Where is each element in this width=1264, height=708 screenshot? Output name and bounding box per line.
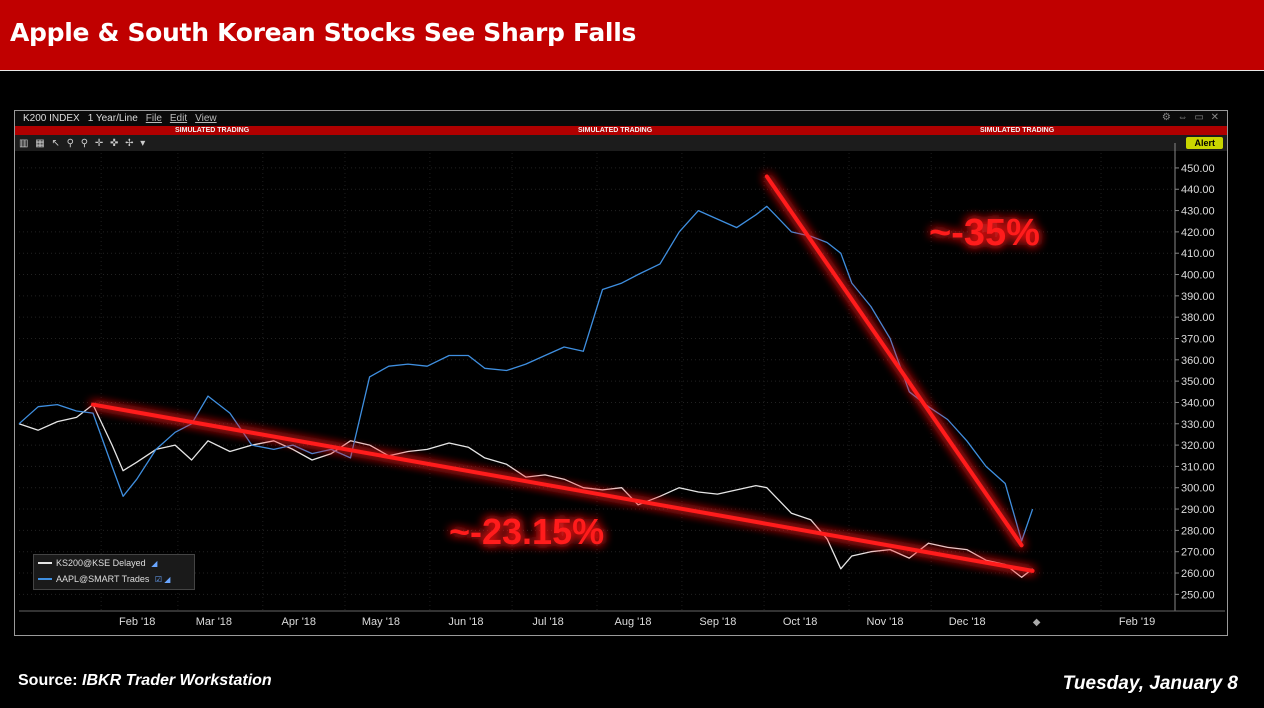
x-tick-label: Sep '18 [699,616,736,628]
y-tick-label: 310.00 [1181,461,1215,473]
legend-label-ks200: KS200@KSE Delayed [56,558,146,568]
chart-tools-icon[interactable]: ▥ ▦ ↖ ⚲ ⚲ ✛ ✜ ✢ ▾ [19,137,148,149]
x-tick-label: Dec '18 [949,616,986,628]
menu-edit[interactable]: Edit [169,113,188,124]
x-tick-label: Nov '18 [867,616,904,628]
menu-file[interactable]: File [145,113,162,124]
y-tick-label: 450.00 [1181,163,1215,175]
y-tick-label: 300.00 [1181,483,1215,495]
legend-item-aapl[interactable]: AAPL@SMART Trades ☑ ◢ [34,571,194,587]
y-tick-label: 400.00 [1181,270,1215,282]
chart-titlebar: K200 INDEX 1 Year/Line File Edit View ⚙ … [15,111,1227,126]
chart-legend: KS200@KSE Delayed ◢ AAPL@SMART Trades ☑ … [33,554,195,590]
x-tick-label: Oct '18 [783,616,818,628]
menu-view[interactable]: View [195,113,217,124]
current-date-marker-icon: ◆ [1033,617,1041,628]
alert-button[interactable]: Alert [1186,137,1223,149]
legend-flag-icon: ◢ [151,559,158,568]
y-tick-label: 340.00 [1181,397,1215,409]
x-tick-label: May '18 [362,616,400,628]
y-tick-label: 320.00 [1181,440,1215,452]
slide-title: Apple & South Korean Stocks See Sharp Fa… [10,18,637,47]
legend-swatch-ks200 [38,562,52,564]
y-tick-label: 440.00 [1181,184,1215,196]
y-tick-label: 260.00 [1181,568,1215,580]
x-tick-label: Mar '18 [196,616,232,628]
trend-line-aapl [764,174,1024,548]
annotation-ks200-change: ~-23.15% [449,511,604,552]
chart-toolbar: ▥ ▦ ↖ ⚲ ⚲ ✛ ✜ ✢ ▾ Alert [15,135,1227,151]
title-banner: Apple & South Korean Stocks See Sharp Fa… [0,0,1264,71]
legend-flag-icon: ☑ ◢ [154,575,171,584]
window-controls-icon[interactable]: ⚙ ⇔ ▭ ✕ [1161,112,1221,123]
source-name: IBKR Trader Workstation [82,672,272,689]
simulated-trading-bar: SIMULATED TRADING SIMULATED TRADING SIMU… [15,126,1227,135]
legend-item-ks200[interactable]: KS200@KSE Delayed ◢ [34,555,194,571]
y-tick-label: 360.00 [1181,355,1215,367]
y-tick-label: 370.00 [1181,333,1215,345]
slide-date: Tuesday, January 8 [1062,673,1238,694]
y-tick-label: 380.00 [1181,312,1215,324]
x-tick-label: Jul '18 [532,616,563,628]
y-tick-label: 430.00 [1181,206,1215,218]
sim-label-right: SIMULATED TRADING [980,127,1055,134]
y-tick-label: 270.00 [1181,547,1215,559]
x-tick-label: Apr '18 [282,616,317,628]
trader-workstation-window: K200 INDEX 1 Year/Line File Edit View ⚙ … [14,110,1228,636]
trend-line-ks200 [90,402,1035,573]
legend-swatch-aapl [38,578,52,580]
x-tick-label: Jun '18 [448,616,483,628]
y-tick-label: 420.00 [1181,227,1215,239]
source-note: Source: IBKR Trader Workstation [18,672,272,690]
ticker-selector[interactable]: K200 INDEX [23,113,80,124]
series-line-ks200 [18,403,1033,578]
source-label: Source: [18,672,78,689]
sim-label-left: SIMULATED TRADING [175,127,250,134]
series-line-aapl [18,205,1034,542]
y-tick-label: 330.00 [1181,419,1215,431]
y-tick-label: 250.00 [1181,589,1215,601]
period-selector[interactable]: 1 Year/Line [87,113,138,124]
y-tick-label: 350.00 [1181,376,1215,388]
annotation-aapl-change: ~-35% [929,212,1040,254]
x-tick-label: Feb '19 [1119,616,1155,628]
y-tick-label: 290.00 [1181,504,1215,516]
x-tick-label: Aug '18 [615,616,652,628]
y-tick-label: 390.00 [1181,291,1215,303]
y-tick-label: 410.00 [1181,248,1215,260]
price-chart: 450.00 440.00 430.00 420.00 410.00 400.00 390.… [18,143,1225,628]
y-tick-label: 280.00 [1181,525,1215,537]
legend-label-aapl: AAPL@SMART Trades [56,574,150,584]
x-tick-label: Feb '18 [119,616,155,628]
sim-label-center: SIMULATED TRADING [578,127,653,134]
